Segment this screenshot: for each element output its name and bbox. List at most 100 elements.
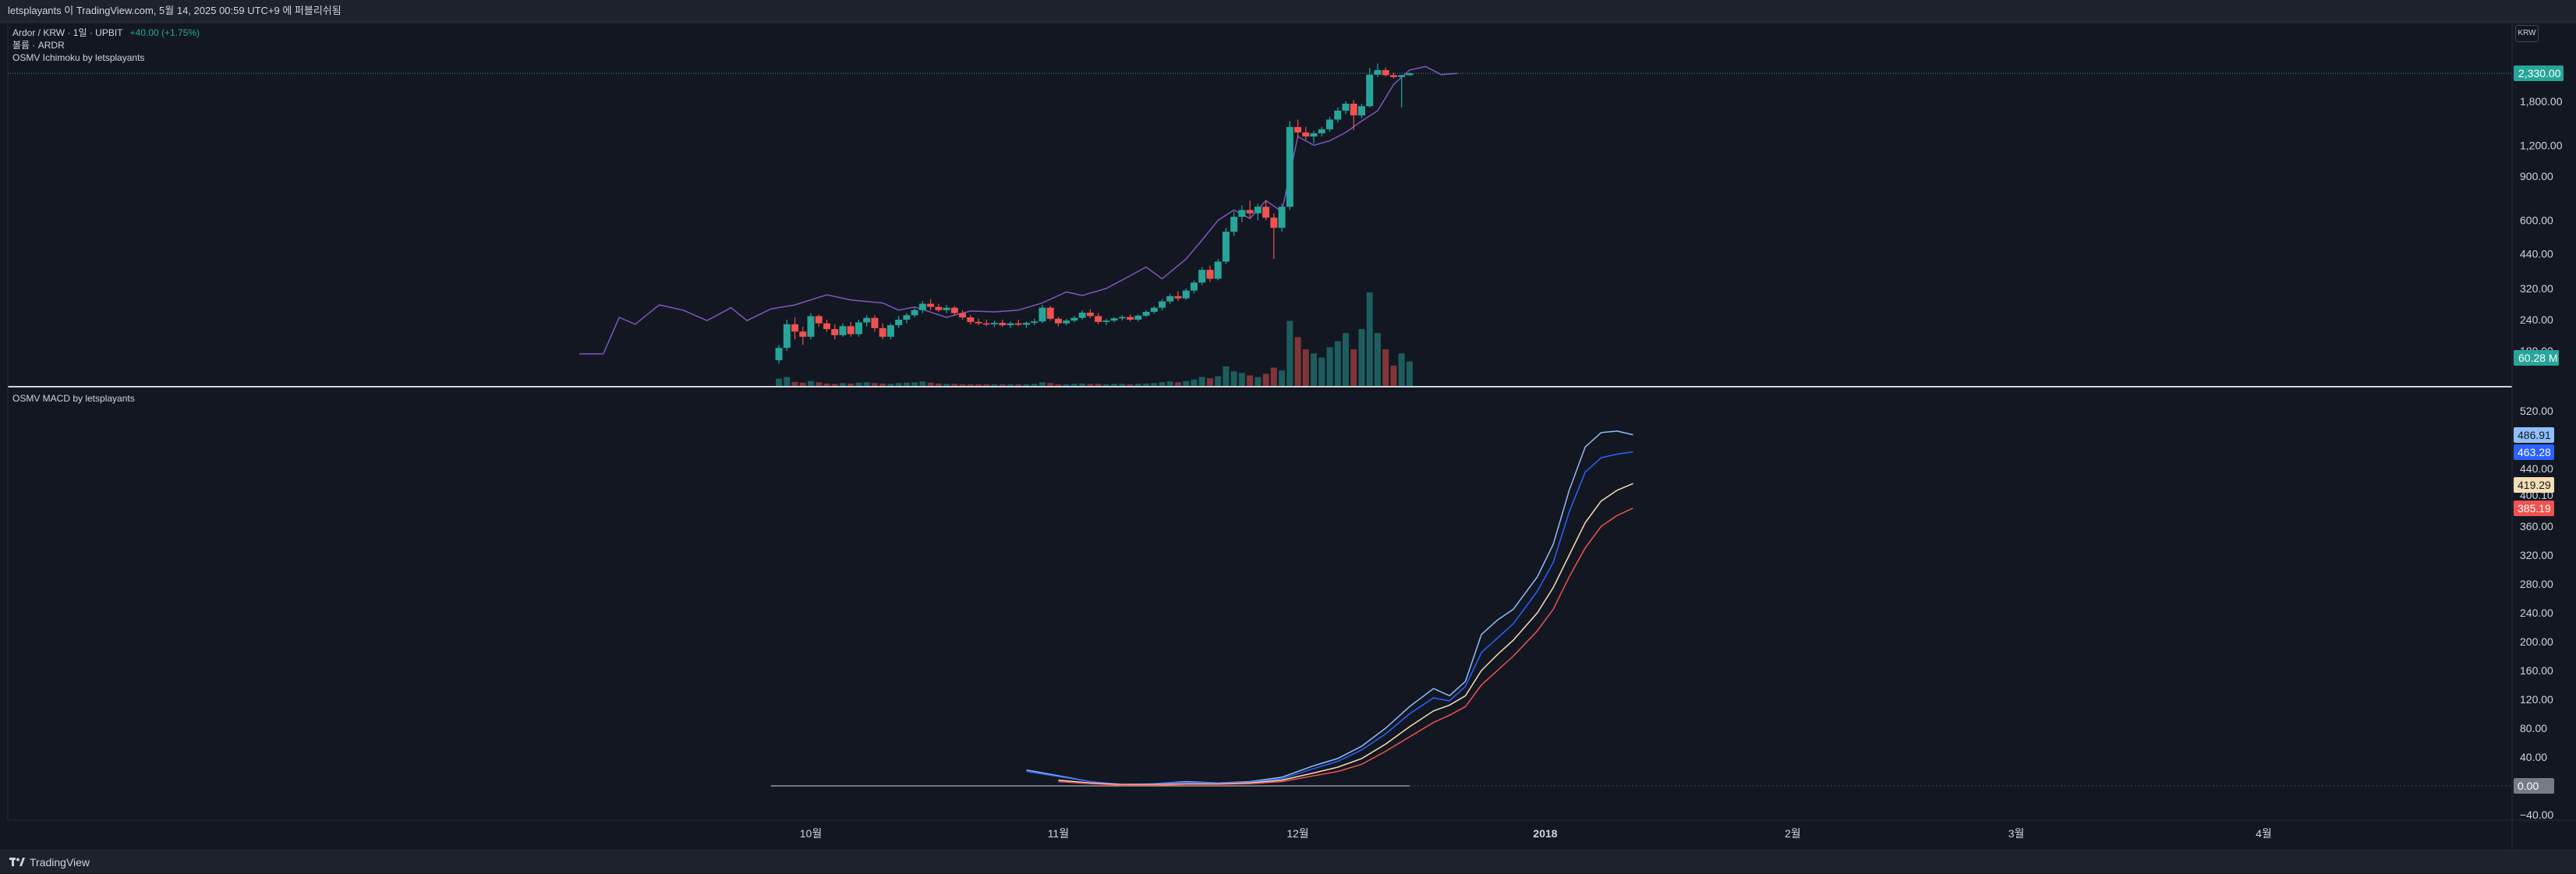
candle-body xyxy=(863,317,871,323)
macd-tick-label: −40.00 xyxy=(2520,809,2553,821)
volume-bar xyxy=(1159,382,1166,386)
ichimoku-line xyxy=(579,65,1458,355)
volume-bar xyxy=(1166,381,1173,386)
volume-bar xyxy=(1318,357,1325,386)
volume-bar xyxy=(1127,384,1134,386)
publish-info-bar: letsplayants 이 TradingView.com, 5월 14, 2… xyxy=(0,0,2576,22)
last-price-label: 2,330.00 xyxy=(2518,67,2561,80)
volume-bar xyxy=(831,384,838,386)
candle-body xyxy=(1070,317,1078,321)
volume-bar xyxy=(1230,371,1237,386)
volume-bar xyxy=(776,378,783,386)
volume-bar xyxy=(1350,349,1357,386)
candle-body xyxy=(855,322,862,334)
candle-body xyxy=(950,307,958,313)
candle-body xyxy=(815,316,823,324)
candle-body xyxy=(903,315,911,320)
volume-bar xyxy=(1311,353,1318,386)
candle-body xyxy=(1214,261,1222,279)
candle-body xyxy=(1127,317,1134,320)
volume-bar xyxy=(1047,383,1054,386)
macd-value-label: 0.00 xyxy=(2518,780,2539,792)
volume-bar xyxy=(791,381,798,386)
volume-bar xyxy=(823,383,830,386)
price-tick-label: 1,800.00 xyxy=(2520,95,2563,108)
price-tick-label: 900.00 xyxy=(2520,170,2553,182)
candle-body xyxy=(1246,210,1254,214)
volume-bar xyxy=(1215,376,1222,386)
macd-value-badge xyxy=(2514,778,2554,794)
volume-bar xyxy=(1286,320,1293,386)
volume-bar xyxy=(799,382,806,386)
volume-bar xyxy=(1055,384,1062,386)
volume-bar xyxy=(1382,349,1389,386)
candle-body xyxy=(982,323,990,325)
macd-legend[interactable]: OSMV MACD by letsplayants xyxy=(12,392,135,405)
tradingview-wordmark: TradingView xyxy=(30,856,90,869)
volume-bar xyxy=(1191,379,1198,386)
volume-bar xyxy=(1302,349,1309,386)
volume-bar xyxy=(816,382,823,386)
volume-bar xyxy=(1294,337,1301,386)
candle-body xyxy=(1102,320,1110,322)
candle-body xyxy=(1095,316,1102,322)
tradingview-logo[interactable]: TradingView xyxy=(9,851,90,874)
volume-bar xyxy=(1374,333,1381,386)
macd-axis: 520.00 440.00 360.00 320.00 280.00 240.00 200.… xyxy=(2514,405,2554,821)
candle-body xyxy=(1150,307,1158,312)
volume-bar xyxy=(1102,384,1109,386)
candle-body xyxy=(807,316,815,337)
macd-series-line-3 xyxy=(1058,483,1633,785)
volume-bar xyxy=(935,383,942,386)
candle-body xyxy=(1310,133,1318,137)
volume-bar xyxy=(895,383,902,386)
symbol-line[interactable]: Ardor / KRW · 1일 · UPBIT +40.00 (+1.75%) xyxy=(12,27,200,39)
macd-value-label: 385.19 xyxy=(2518,502,2551,515)
volume-legend[interactable]: 볼륨 · ARDR xyxy=(12,40,65,51)
symbol-title[interactable]: Ardor / KRW · 1일 · UPBIT xyxy=(12,27,123,38)
candle-body xyxy=(1398,75,1406,77)
candle-body xyxy=(1190,282,1198,291)
volume-bar xyxy=(1183,380,1190,386)
macd-tick-label: 200.00 xyxy=(2520,635,2553,648)
volume-bar xyxy=(1119,384,1126,386)
volume-bar xyxy=(999,384,1006,386)
candle-body xyxy=(1358,106,1365,116)
volume-bar xyxy=(1007,384,1014,386)
volume-bar xyxy=(903,382,910,386)
candle-body xyxy=(1294,126,1302,133)
volume-bar xyxy=(1270,367,1277,386)
candle-body xyxy=(1198,270,1206,283)
candle-body xyxy=(1238,210,1246,218)
volume-bar xyxy=(1358,328,1365,386)
macd-tick-label: 120.00 xyxy=(2520,693,2553,706)
candle-body xyxy=(1382,69,1389,76)
candle-body xyxy=(1270,218,1278,228)
volume-bar xyxy=(1198,377,1205,386)
volume-bar xyxy=(1175,382,1181,386)
candle-body xyxy=(1334,110,1342,120)
volume-bar xyxy=(943,384,950,386)
ichimoku-legend[interactable]: OSMV Ichimoku by letsplayants xyxy=(12,52,145,63)
candle-body xyxy=(991,323,998,324)
volume-bar xyxy=(911,382,918,386)
candle-body xyxy=(783,324,791,349)
volume-bar xyxy=(1406,361,1413,386)
candle-body xyxy=(1230,217,1238,232)
volume-bar xyxy=(1087,384,1094,386)
volume-bar xyxy=(1398,353,1405,386)
candle-body xyxy=(1054,318,1062,324)
candle-body xyxy=(1046,307,1054,319)
volume-bar xyxy=(1015,384,1022,386)
candle-body xyxy=(895,320,903,326)
time-axis-label: 11월 xyxy=(1048,827,1069,840)
candle-body xyxy=(1039,307,1046,322)
candle-body xyxy=(1078,313,1086,318)
currency-button[interactable]: KRW xyxy=(2515,25,2539,42)
macd-legend-title[interactable]: OSMV MACD by letsplayants xyxy=(12,393,135,404)
volume-bar xyxy=(863,382,870,386)
candle-body xyxy=(1118,317,1126,319)
macd-pane xyxy=(770,430,2512,787)
volume-bar xyxy=(927,382,934,386)
